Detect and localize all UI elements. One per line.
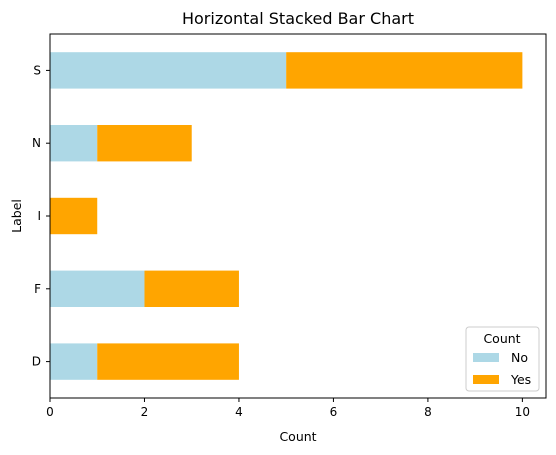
x-tick-label: 8 [424, 405, 432, 419]
legend-swatch-no [473, 353, 499, 362]
bar-d-no [50, 343, 98, 380]
y-tick-label: S [33, 63, 41, 77]
bar-f-no [50, 270, 145, 307]
x-tick-label: 6 [330, 405, 338, 419]
y-tick-label: N [32, 136, 41, 150]
x-tick-label: 0 [46, 405, 54, 419]
bar-i-yes [50, 197, 98, 235]
bar-s-yes [286, 52, 523, 89]
x-tick-label: 2 [141, 405, 149, 419]
legend-label-no: No [511, 350, 528, 365]
bars-layer [50, 52, 523, 380]
legend: Count No Yes [465, 326, 540, 392]
y-axis-label: Label [9, 199, 24, 233]
y-axis-ticks: D F I N S [32, 63, 50, 369]
x-axis-ticks: 0 2 4 6 8 10 [46, 398, 530, 419]
legend-swatch-yes [473, 375, 499, 384]
x-tick-label: 4 [235, 405, 243, 419]
bar-n-yes [97, 125, 192, 162]
legend-label-yes: Yes [510, 372, 531, 387]
y-tick-label: I [37, 209, 41, 223]
bar-f-yes [144, 270, 239, 307]
x-tick-label: 10 [515, 405, 530, 419]
bar-n-no [50, 125, 98, 162]
chart-title: Horizontal Stacked Bar Chart [182, 9, 414, 28]
legend-title: Count [483, 331, 520, 346]
bar-d-yes [97, 343, 239, 380]
y-tick-label: D [32, 355, 41, 369]
bar-s-no [50, 52, 287, 89]
x-axis-label: Count [279, 429, 316, 444]
y-tick-label: F [34, 282, 41, 296]
